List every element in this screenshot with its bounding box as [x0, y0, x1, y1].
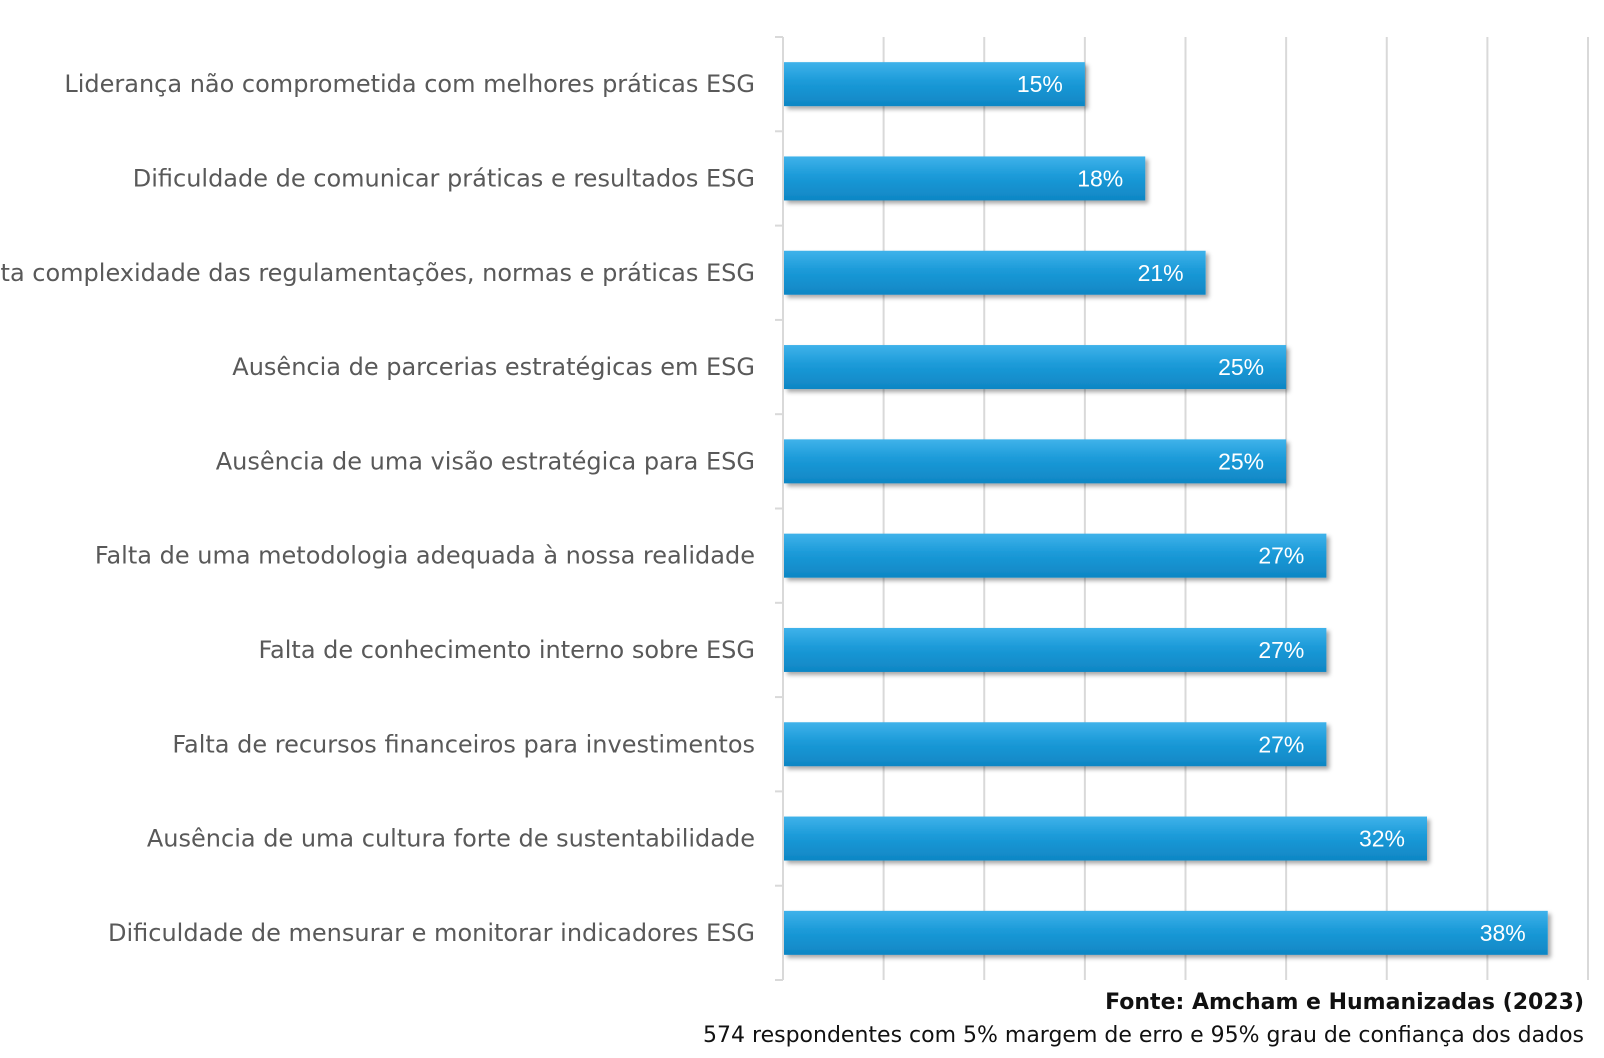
bar	[784, 439, 1287, 484]
bar	[784, 533, 1327, 578]
value-label: 38%	[1480, 920, 1526, 946]
bar	[784, 156, 1146, 201]
category-label: Ausência de uma visão estratégica para E…	[216, 447, 755, 475]
bar	[784, 627, 1327, 672]
category-axis	[775, 36, 784, 981]
source-title: Fonte: Amcham e Humanizadas (2023)	[1105, 990, 1584, 1015]
value-label: 25%	[1218, 354, 1264, 380]
category-labels: Liderança não comprometida com melhores …	[0, 70, 755, 947]
bars	[784, 62, 1548, 955]
category-label: Alta complexidade das regulamentações, n…	[0, 259, 755, 287]
value-labels: 15% 18% 21% 25% 25% 27% 27% 27% 32% 38%	[1017, 71, 1526, 946]
category-label: Falta de recursos financeiros para inves…	[172, 730, 755, 758]
category-label: Ausência de uma cultura forte de sustent…	[147, 825, 755, 853]
value-label: 21%	[1138, 260, 1184, 286]
value-label: 32%	[1359, 826, 1405, 852]
bar	[784, 910, 1548, 955]
bar	[784, 722, 1327, 767]
category-label: Falta de uma metodologia adequada à noss…	[95, 542, 755, 570]
value-label: 27%	[1258, 543, 1304, 569]
value-label: 15%	[1017, 71, 1063, 97]
category-label: Dificuldade de comunicar práticas e resu…	[133, 164, 755, 192]
bar	[784, 250, 1206, 295]
value-label: 18%	[1077, 165, 1123, 191]
category-label: Dificuldade de mensurar e monitorar indi…	[108, 919, 755, 947]
value-label: 27%	[1258, 637, 1304, 663]
bar	[784, 62, 1085, 107]
value-label: 27%	[1258, 731, 1304, 757]
category-label: Falta de conhecimento interno sobre ESG	[258, 636, 755, 664]
source-note: 574 respondentes com 5% margem de erro e…	[703, 1023, 1584, 1048]
bar	[784, 345, 1287, 390]
bar	[784, 816, 1427, 861]
category-label: Liderança não comprometida com melhores …	[64, 70, 755, 98]
category-label: Ausência de parcerias estratégicas em ES…	[232, 353, 755, 381]
value-label: 25%	[1218, 448, 1264, 474]
